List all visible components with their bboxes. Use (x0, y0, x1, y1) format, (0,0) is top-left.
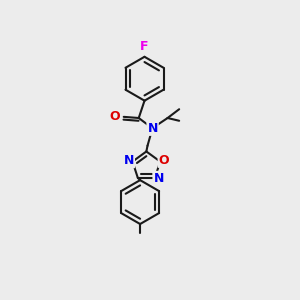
Text: O: O (110, 110, 121, 123)
Text: N: N (147, 122, 158, 135)
Text: N: N (124, 154, 134, 167)
Text: N: N (153, 172, 164, 185)
Text: O: O (159, 154, 169, 167)
Text: F: F (140, 40, 149, 52)
